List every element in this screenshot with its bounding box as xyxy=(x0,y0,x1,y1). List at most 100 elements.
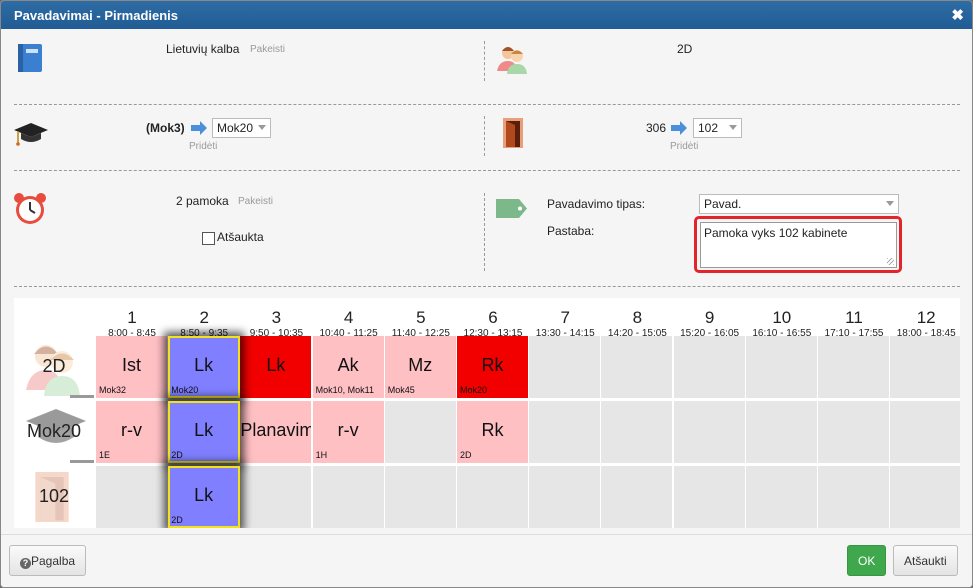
timetable-cell-empty[interactable] xyxy=(384,466,457,528)
change-lesson-link[interactable]: Pakeisti xyxy=(238,196,274,207)
room-select[interactable]: 102 xyxy=(693,118,742,138)
lesson-time-label: 9:50 - 10:35 xyxy=(249,328,304,339)
row-label-room: 102 xyxy=(38,486,70,506)
timetable-cell-empty[interactable] xyxy=(601,401,674,463)
timetable-cell-empty[interactable] xyxy=(529,466,602,528)
lesson-time-label: 14:20 - 15:05 xyxy=(607,328,667,339)
cancelled-label: Atšaukta xyxy=(217,230,264,244)
timetable-cell[interactable]: Ist Mok32 xyxy=(96,336,168,398)
divider-vertical xyxy=(484,41,485,81)
lesson-time-label: 11:40 - 12:25 xyxy=(391,328,450,339)
column-header: 12 18:00 - 18:45 xyxy=(890,298,960,339)
timetable-cell-empty[interactable] xyxy=(818,466,890,528)
dialog-footer: ? Pagalba OK Atšaukti xyxy=(1,534,972,587)
timetable-cell-empty[interactable] xyxy=(745,466,818,528)
graduation-cap-icon xyxy=(26,409,86,443)
cell-detail: 2D xyxy=(171,515,183,525)
arrow-right-icon xyxy=(191,121,207,135)
divider-vertical xyxy=(484,193,485,271)
column-header: 3 9:50 - 10:35 xyxy=(240,298,312,339)
timetable-cell[interactable]: Mz Mok45 xyxy=(384,336,457,398)
timetable-cell-empty[interactable] xyxy=(673,336,746,398)
timetable-cell-empty[interactable] xyxy=(529,336,602,398)
timetable-cell[interactable]: Lk 2D xyxy=(168,466,241,528)
timetable-cell-empty[interactable] xyxy=(745,336,818,398)
timetable-cell-empty[interactable] xyxy=(673,466,746,528)
timetable-cell-empty[interactable] xyxy=(818,336,890,398)
timetable-cell-empty[interactable] xyxy=(529,401,602,463)
timetable-cell-empty[interactable] xyxy=(890,401,960,463)
cell-detail: Mok32 xyxy=(99,385,127,395)
cell-subject: Lk xyxy=(266,355,286,375)
subject-name: Lietuvių kalba xyxy=(166,42,240,56)
book-icon xyxy=(18,44,42,72)
timetable-cell-empty[interactable] xyxy=(890,466,960,528)
timetable-cell[interactable]: Lk xyxy=(240,336,313,398)
note-value: Pamoka vyks 102 kabinete xyxy=(704,226,848,240)
add-teacher-link[interactable]: Pridėti xyxy=(189,141,218,152)
timetable-cell-empty[interactable] xyxy=(312,466,385,528)
group-name: 2D xyxy=(677,42,693,56)
timetable-cell[interactable]: Ak Mok10, Mok11 xyxy=(312,336,385,398)
timetable-cell[interactable]: Rk 2D xyxy=(457,401,529,463)
timetable-cell-empty[interactable] xyxy=(890,336,960,398)
lesson-number-label: 7 xyxy=(560,308,570,327)
timetable-cell-empty[interactable] xyxy=(601,336,674,398)
cell-detail: Mok10, Mok11 xyxy=(315,385,374,395)
column-header: 10 16:10 - 16:55 xyxy=(746,298,818,339)
lesson-time-label: 8:00 - 8:45 xyxy=(108,328,156,339)
substitution-type-select[interactable]: Pavad. xyxy=(699,194,899,214)
cell-detail: 2D xyxy=(460,450,472,460)
help-button[interactable]: ? Pagalba xyxy=(9,545,87,576)
timetable-cell-empty[interactable] xyxy=(673,401,746,463)
column-header: 9 15:20 - 16:05 xyxy=(674,298,746,339)
timetable-cell[interactable]: Planavim xyxy=(240,401,313,463)
timetable-cell[interactable]: Rk Mok20 xyxy=(457,336,529,398)
cell-detail: Mok45 xyxy=(387,385,415,395)
timetable-cell-empty[interactable] xyxy=(601,466,674,528)
teacher-select[interactable]: Mok20 xyxy=(212,118,271,138)
divider xyxy=(14,286,960,287)
lesson-time-label: 15:20 - 16:05 xyxy=(680,328,740,339)
timetable-cell-empty[interactable] xyxy=(96,466,168,528)
timetable-cell-empty[interactable] xyxy=(384,401,457,463)
add-room-link[interactable]: Pridėti xyxy=(670,141,699,152)
column-header: 2 8:50 - 9:35 xyxy=(168,298,240,339)
cancel-button[interactable]: Atšaukti xyxy=(893,545,958,576)
lesson-number-label: 6 xyxy=(488,308,498,327)
note-textarea[interactable]: Pamoka vyks 102 kabinete xyxy=(700,222,897,268)
help-circle-icon: ? xyxy=(20,558,31,569)
help-button-label: Pagalba xyxy=(31,554,76,568)
timetable-cell[interactable]: Lk Mok20 xyxy=(168,336,241,398)
alarm-clock-icon xyxy=(14,193,46,224)
close-icon[interactable]: ✖ xyxy=(951,7,964,24)
divider xyxy=(14,170,960,171)
cell-subject: Rk xyxy=(481,355,504,375)
users-icon xyxy=(497,47,527,74)
lesson-time-label: 12:30 - 13:15 xyxy=(463,328,523,339)
timetable-cell[interactable]: Lk 2D xyxy=(168,401,241,463)
timetable-cell-empty[interactable] xyxy=(240,466,313,528)
timetable-cell[interactable]: r-v 1E xyxy=(96,401,168,463)
lesson-number-label: 10 xyxy=(772,308,792,327)
chevron-down-icon xyxy=(729,125,737,130)
lesson-number-label: 4 xyxy=(343,308,354,327)
row-marker xyxy=(70,395,94,398)
change-subject-link[interactable]: Pakeisti xyxy=(250,44,286,55)
cell-subject: r-v xyxy=(337,420,359,440)
cancelled-checkbox[interactable] xyxy=(202,232,215,245)
timetable: 2D Mok20 102 1 8:00 - 8:45 2 8: xyxy=(14,298,960,528)
ok-button[interactable]: OK xyxy=(847,545,887,576)
column-header: 5 11:40 - 12:25 xyxy=(385,298,457,339)
timetable-cell-empty[interactable] xyxy=(457,466,529,528)
lesson-time-label: 17:10 - 17:55 xyxy=(824,328,884,339)
timetable-cell-empty[interactable] xyxy=(818,401,890,463)
teacher-select-value: Mok20 xyxy=(217,121,254,135)
timetable-cell[interactable]: r-v 1H xyxy=(312,401,385,463)
lesson-number-label: 9 xyxy=(704,308,715,327)
resize-handle[interactable] xyxy=(887,258,894,265)
timetable-cell-empty[interactable] xyxy=(745,401,818,463)
cell-detail: 2D xyxy=(171,450,183,460)
graduation-cap-icon xyxy=(14,123,48,146)
lesson-time-label: 13:30 - 14:15 xyxy=(535,328,595,339)
